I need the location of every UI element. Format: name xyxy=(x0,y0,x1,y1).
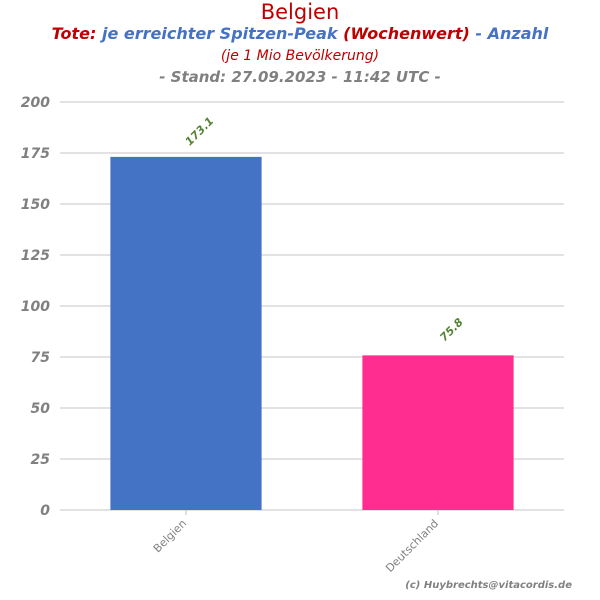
bar-deutschland xyxy=(362,355,514,510)
chart-title: Belgien xyxy=(260,0,340,24)
y-tick-label: 175 xyxy=(21,146,50,162)
subtitle-part-2: je erreichter Spitzen-Peak xyxy=(101,24,338,43)
x-tick-label: Deutschland xyxy=(383,517,441,575)
subtitle-part-4: - Anzahl xyxy=(475,24,549,43)
x-tick-label: Belgien xyxy=(151,517,189,555)
y-tick-label: 125 xyxy=(21,248,50,264)
chart-subtitle-line2: (je 1 Mio Bevölkerung) xyxy=(220,48,380,64)
y-tick-label: 100 xyxy=(21,299,50,315)
y-tick-label: 200 xyxy=(21,95,50,111)
data-label: 75.8 xyxy=(437,315,466,344)
y-tick-label: 0 xyxy=(40,503,50,519)
bar-belgien xyxy=(110,156,262,510)
subtitle-part-1: Tote: xyxy=(51,24,97,43)
credit-text: (c) Huybrechts@vitacordis.de xyxy=(405,580,572,591)
data-label: 173.1 xyxy=(183,115,217,149)
stand-timestamp: - Stand: 27.09.2023 - 11:42 UTC - xyxy=(159,68,441,86)
y-tick-label: 25 xyxy=(31,452,51,468)
subtitle-part-3: (Wochenwert) xyxy=(343,24,470,43)
y-tick-label: 150 xyxy=(21,197,50,213)
chart-subtitle: Tote: je erreichter Spitzen-Peak (Wochen… xyxy=(0,24,600,44)
y-tick-label: 50 xyxy=(31,401,51,417)
y-tick-label: 75 xyxy=(31,350,51,366)
